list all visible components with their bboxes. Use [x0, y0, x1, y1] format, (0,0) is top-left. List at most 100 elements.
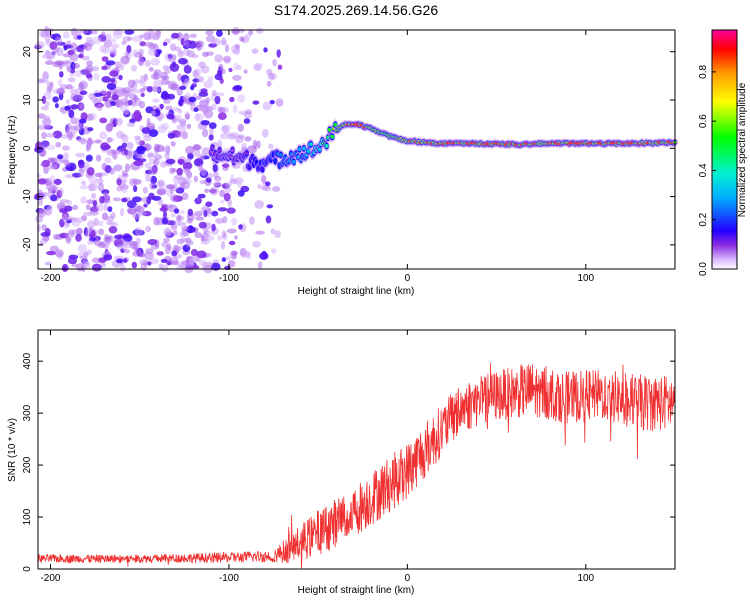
spectrogram-noise-cell [116, 258, 123, 264]
spectrogram-noise-cell [110, 100, 117, 107]
spectrogram-noise-cell [85, 36, 93, 42]
spectrogram-noise-cell [163, 99, 171, 104]
spectrogram-noise-cell [133, 109, 141, 119]
spectrogram-ridge-core [260, 167, 265, 172]
spectrogram-noise-cell [224, 186, 232, 193]
spectrogram-noise-cell [46, 250, 56, 256]
spectrogram-noise-cell [257, 261, 263, 270]
spectrogram-noise-cell [41, 224, 47, 231]
spectrogram-noise-cell [102, 96, 109, 102]
spectrogram-noise-cell [100, 262, 106, 268]
snr-x-tick-label: 100 [577, 573, 594, 584]
spectrogram-noise-cell [46, 205, 54, 213]
spectrogram-noise-cell [182, 162, 193, 170]
spectrogram-noise-cell [189, 33, 197, 38]
spectrogram-noise-cell [217, 112, 227, 120]
spectrogram-noise-cell [185, 41, 190, 48]
spectrogram-noise-cell [232, 104, 238, 114]
spectrogram-noise-cell [178, 57, 188, 65]
spectrogram-noise-cell [162, 217, 168, 225]
spectrogram-noise-cell [179, 85, 187, 90]
snr-x-tick-label: -200 [40, 573, 60, 584]
spectrogram-noise-cell [226, 207, 236, 214]
spectrogram-noise-cell [176, 167, 183, 176]
spectrogram-noise-cell [62, 152, 69, 161]
spectrogram-noise-cell [231, 217, 238, 226]
spectrogram-noise-cell [225, 256, 231, 261]
spectrogram-noise-cell [52, 185, 58, 194]
spectrogram-ridge-core [297, 147, 302, 152]
spectrogram-noise-cell [170, 141, 176, 147]
spectrogram-noise-cell [121, 187, 128, 194]
spectrogram-noise-cell [49, 163, 58, 170]
snr-y-tick-label: 100 [22, 508, 33, 525]
spectrogram-noise-cell [165, 158, 176, 165]
spectrogram-noise-cell [207, 208, 212, 215]
spectrogram-noise-cell [124, 163, 131, 172]
spectrogram-noise-cell [81, 180, 86, 186]
spectrogram-noise-cell [221, 163, 230, 168]
colorbar-tick-label: 0.6 [698, 114, 709, 128]
spectrogram-noise-cell [237, 94, 246, 103]
spectrogram-noise-cell [137, 57, 145, 66]
spectrogram-noise-cell [172, 183, 178, 192]
spectrogram-noise-cell [92, 200, 97, 208]
spectrogram-noise-cell [105, 33, 112, 40]
spectrogram-noise-cell [61, 263, 69, 272]
spectrogram-noise-cell [223, 55, 232, 63]
spectrogram-noise-cell [70, 42, 78, 51]
spectrogram-noise-cell [117, 175, 123, 180]
spectrogram-noise-cell [119, 264, 126, 272]
spectrogram-noise-cell [121, 170, 128, 177]
spectrogram-noise-cell [113, 239, 124, 245]
spectrogram-noise-cell [135, 227, 143, 236]
spectrogram-noise-cell [233, 63, 239, 71]
spectrogram-noise-cell [35, 41, 45, 49]
spectrogram-noise-cell [78, 118, 87, 124]
spectrogram-noise-cell [59, 187, 64, 196]
spectrogram-noise-cell [205, 201, 213, 207]
spectrogram-noise-cell [183, 33, 190, 41]
spectrogram-noise-cell [77, 244, 88, 253]
spectrogram-noise-cell [234, 43, 241, 50]
spectrogram-noise-cell [276, 49, 281, 58]
colorbar-tick-label: 0.0 [698, 262, 709, 276]
spectrogram-noise-cell [95, 178, 104, 185]
spectrogram-noise-cell [269, 100, 275, 105]
spectrogram-noise-cell [106, 37, 117, 44]
spectrogram-noise-cell [131, 64, 138, 72]
spectrogram-noise-cell [96, 103, 103, 111]
spectrogram-noise-cell [86, 167, 95, 176]
spectrogram-y-ticks: -20 -10 0 10 20 [22, 46, 675, 252]
spectrogram-noise-cell [135, 205, 145, 213]
spectrogram-noise-cell [167, 132, 176, 139]
spectrogram-noise-cell [112, 197, 121, 202]
spectrogram-noise-cell [188, 257, 195, 265]
spectrogram-noise-cell [52, 96, 59, 103]
spectrogram-noise-cell [256, 140, 261, 149]
spectrogram-noise-cell [252, 139, 258, 149]
spectrogram-noise-cell [80, 112, 88, 121]
spectrogram-noise-cell [79, 90, 88, 95]
spectrogram-noise-cell [72, 63, 80, 69]
spectrogram-noise-cell [97, 182, 105, 192]
spectrogram-noise-cell [153, 143, 161, 153]
spectrogram-axes-frame [37, 29, 676, 270]
spectrogram-noise-cell [212, 181, 222, 187]
spectrogram-noise-cell [40, 30, 48, 38]
spectrogram-noise-cell [109, 70, 119, 77]
spectrogram-noise-cell [142, 186, 148, 194]
spectrogram-noise-cell [119, 207, 125, 217]
spectrogram-noise-cell [184, 78, 191, 85]
spectrogram-noise-cell [68, 109, 75, 119]
spectrogram-noise-cell [41, 105, 49, 111]
spectrogram-noise-cell [157, 180, 164, 187]
spectrogram-noise-cell [147, 261, 152, 266]
spectrogram-noise-cell [170, 194, 179, 203]
spectrogram-noise-cell [113, 86, 124, 94]
spectrogram-noise-cell [44, 100, 50, 107]
spectrogram-noise-cell [107, 206, 113, 213]
spectrogram-noise-cell [181, 225, 190, 232]
spectrogram-noise-cell [267, 143, 274, 149]
spectrogram-noise-cell [233, 85, 243, 90]
